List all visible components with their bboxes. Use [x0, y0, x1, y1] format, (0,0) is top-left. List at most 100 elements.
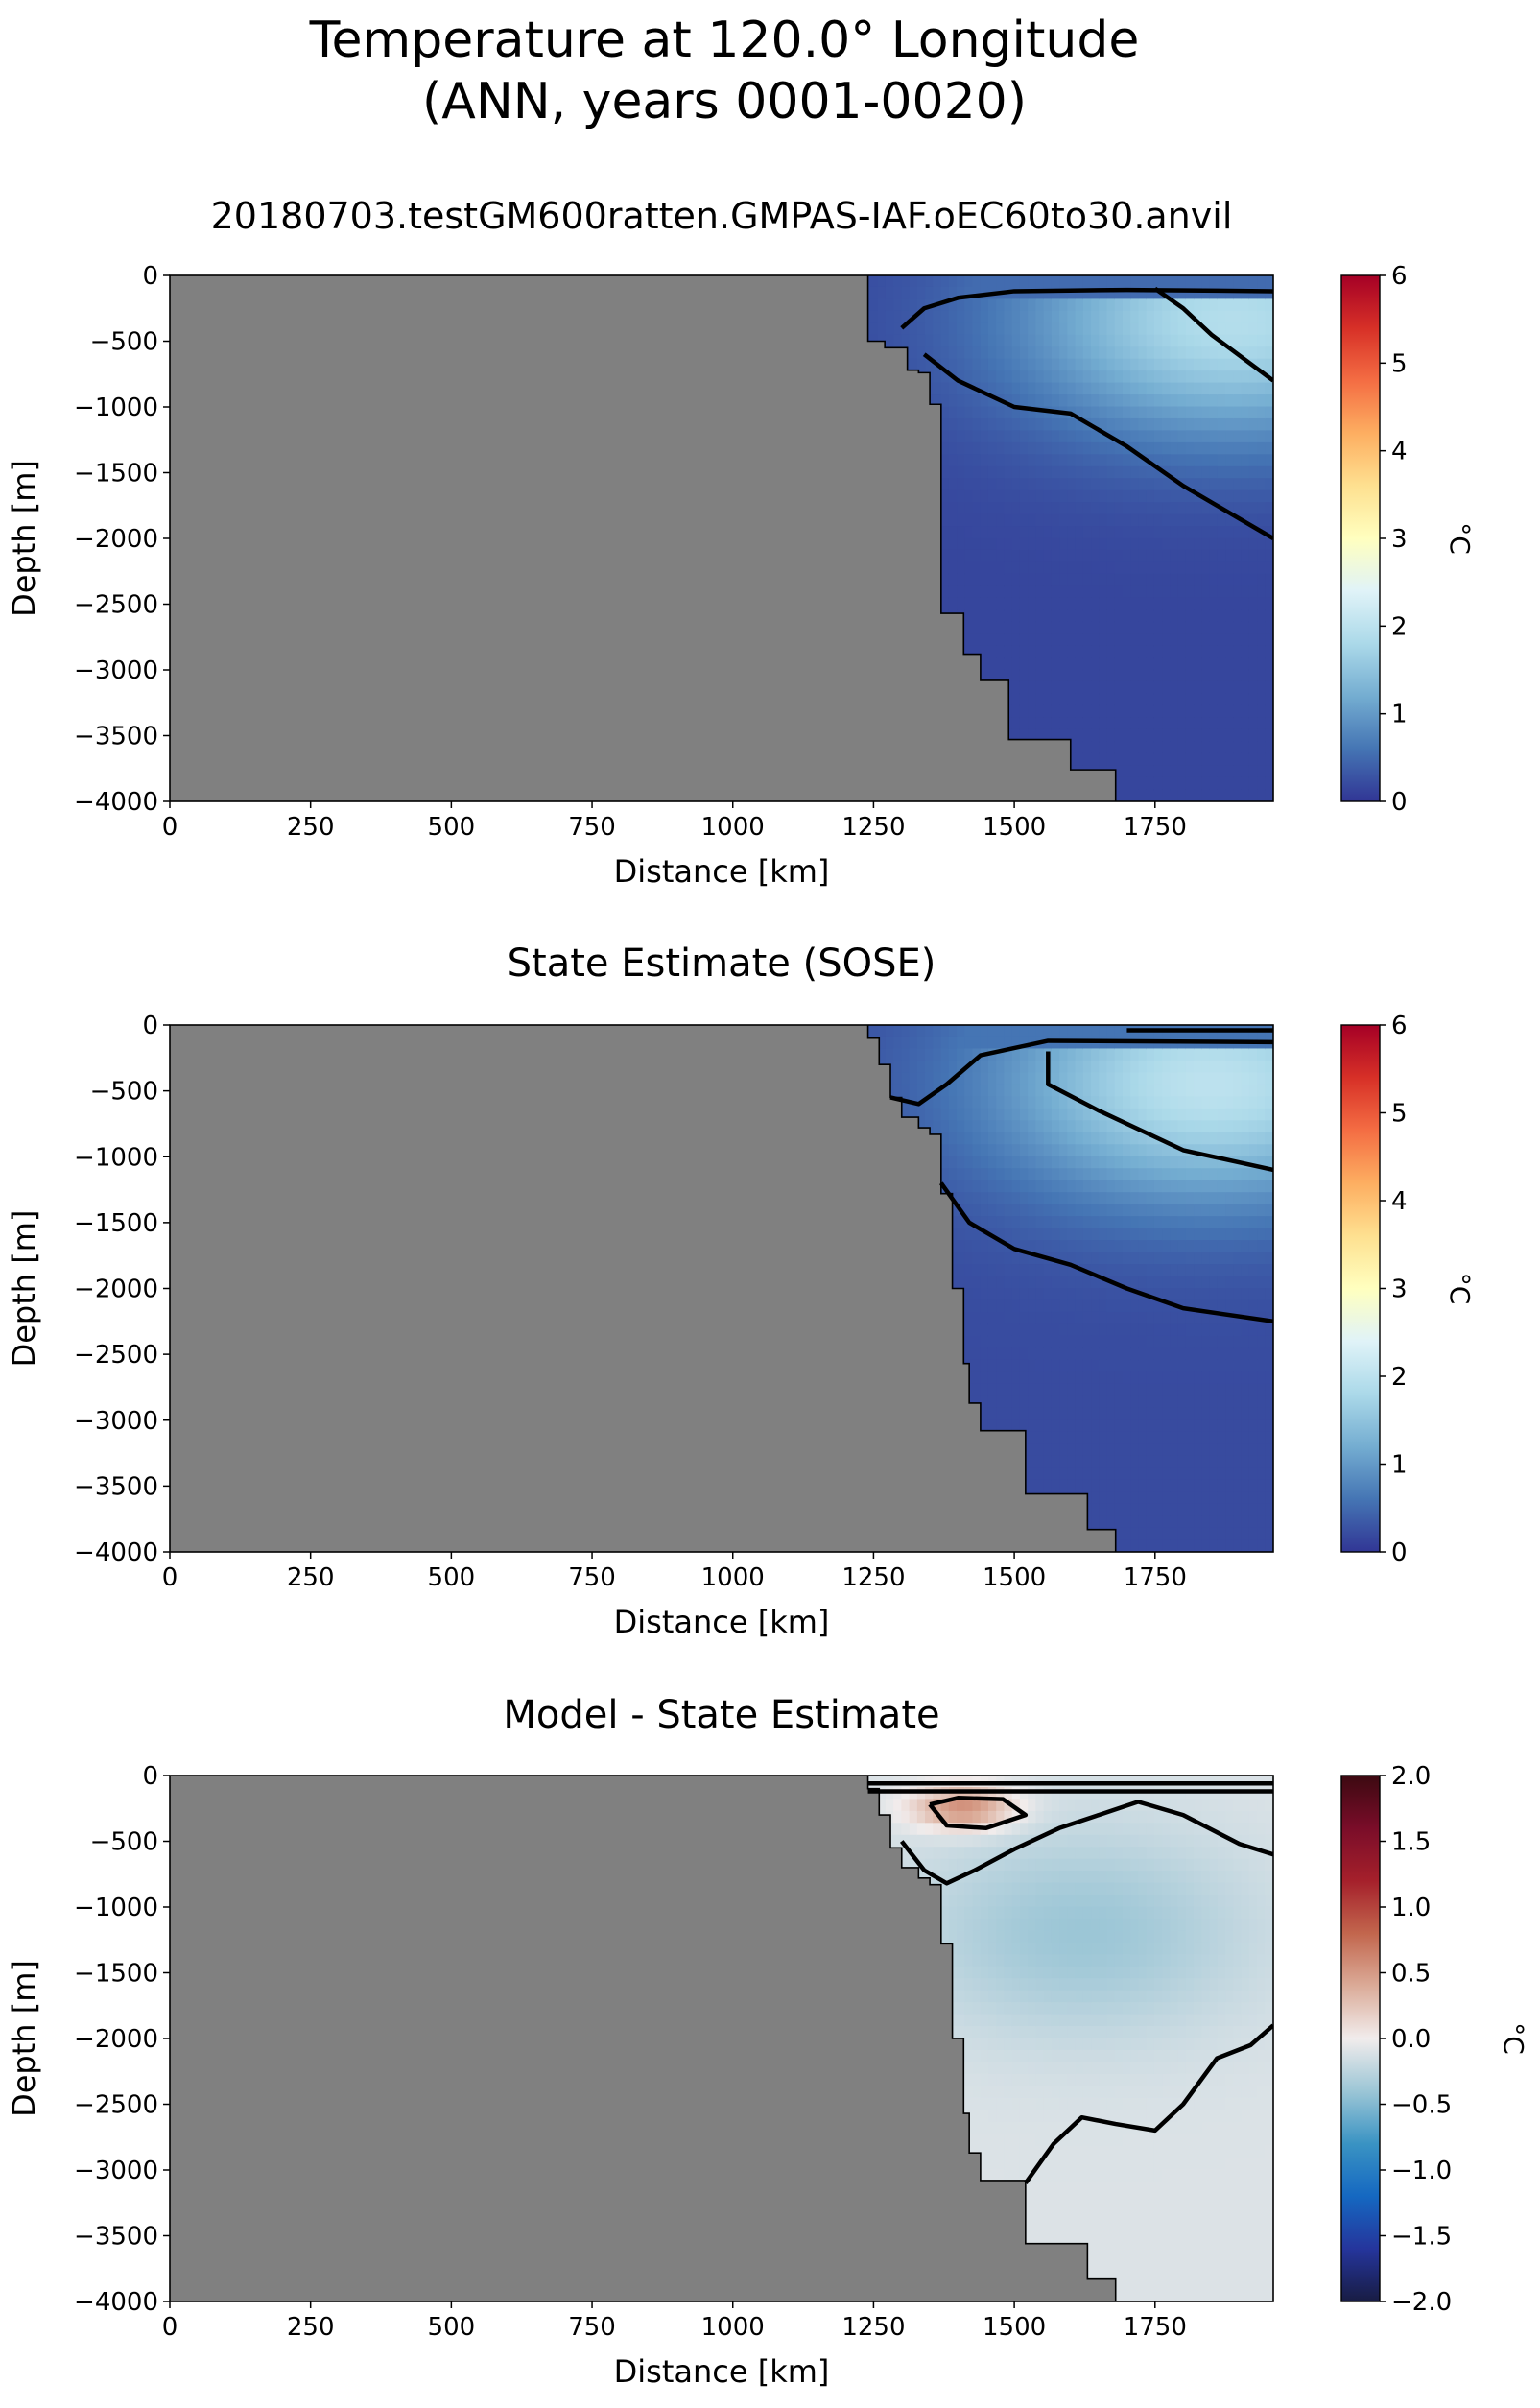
colorbar-tick-label: 5 — [1391, 1100, 1408, 1129]
y-tick-label: −2000 — [74, 525, 158, 554]
x-tick-label: 0 — [162, 2313, 178, 2342]
colorbar-tick-label: 1 — [1391, 701, 1408, 729]
y-tick-label: −500 — [90, 1078, 158, 1107]
y-tick-label: −1500 — [74, 1209, 158, 1238]
y-tick-label: −3000 — [74, 1407, 158, 1436]
colorbar: 0 1 2 3 4 5 6 °C — [1340, 262, 1476, 817]
contour-line-1 — [889, 1038, 1273, 1107]
plot-area — [170, 275, 1273, 801]
x-tick-label: 750 — [568, 813, 616, 842]
panel-title: 20180703.testGM600ratten.GMPAS-IAF.oEC60… — [211, 195, 1233, 237]
colorbar-tick-label: 6 — [1391, 1012, 1408, 1040]
colorbar-gradient — [1340, 1024, 1381, 1553]
colorbar-tick-label: 0 — [1391, 788, 1408, 817]
colorbar-tick-label: 1.5 — [1391, 1828, 1431, 1857]
figure-title-line2: (ANN, years 0001-0020) — [421, 73, 1028, 131]
colorbar-gradient — [1340, 274, 1381, 802]
colorbar-tick-label: 2 — [1391, 612, 1408, 641]
figure-title-line1: Temperature at 120.0° Longitude — [309, 12, 1140, 69]
colorbar-tick-label: 4 — [1391, 1187, 1408, 1216]
x-tick-label: 500 — [428, 2313, 476, 2342]
x-tick-label: 1250 — [841, 2313, 905, 2342]
colorbar-tick-label: −2.0 — [1391, 2288, 1452, 2317]
colorbar-label: °C — [1444, 522, 1476, 555]
contour-line-4 — [899, 1800, 1273, 1886]
x-tick-label: 1750 — [1124, 1563, 1187, 1592]
y-axis-label: Depth [m] — [6, 1960, 42, 2117]
x-tick-label: 1500 — [983, 813, 1046, 842]
y-tick-label: −500 — [90, 328, 158, 357]
x-tick-label: 500 — [428, 813, 476, 842]
colorbar-label: °C — [1498, 2022, 1529, 2055]
x-tick-label: 1750 — [1124, 2313, 1187, 2342]
y-tick-label: −500 — [90, 1828, 158, 1857]
y-tick-label: 0 — [142, 1012, 158, 1040]
contour-line-3 — [928, 1796, 1029, 1831]
x-tick-label: 1250 — [841, 813, 905, 842]
temperature-field — [862, 1025, 1273, 1552]
x-tick-label: 500 — [428, 1563, 476, 1592]
plot-area — [170, 1776, 1273, 2301]
x-tick-label: 1500 — [983, 1563, 1046, 1592]
contour-line-3 — [938, 1181, 1273, 1324]
seafloor-mask — [170, 275, 1116, 801]
colorbar-tick-label: 4 — [1391, 438, 1408, 466]
contour-line-3 — [1153, 286, 1273, 383]
y-tick-label: −4000 — [74, 2288, 158, 2317]
y-axis-label: Depth [m] — [6, 1210, 42, 1368]
seafloor-mask — [170, 1776, 1116, 2301]
y-axis-label: Depth [m] — [6, 460, 42, 617]
x-tick-label: 1000 — [701, 1563, 765, 1592]
seafloor-outline — [866, 275, 1117, 801]
y-tick-label: −2000 — [74, 2025, 158, 2054]
y-tick-label: −1000 — [74, 1894, 158, 1922]
x-tick-label: 0 — [162, 1563, 178, 1592]
panel-2: State Estimate (SOSE)0 250 500 750 1000 1250 1… — [6, 942, 1476, 1640]
colorbar-tick-label: 5 — [1391, 349, 1408, 378]
colorbar-tick-label: 1.0 — [1391, 1894, 1431, 1922]
colorbar-tick-label: 0.5 — [1391, 1960, 1431, 1989]
colorbar-tick-label: −1.5 — [1391, 2223, 1452, 2252]
y-tick-label: 0 — [142, 1762, 158, 1791]
x-tick-label: 250 — [287, 1563, 335, 1592]
panel-1: 20180703.testGM600ratten.GMPAS-IAF.oEC60… — [6, 195, 1476, 890]
y-tick-label: −1500 — [74, 460, 158, 489]
figure-title: Temperature at 120.0° Longitude (ANN, ye… — [0, 10, 1449, 132]
contour-line-2 — [1046, 1051, 1273, 1173]
x-tick-label: 1000 — [701, 2313, 765, 2342]
colorbar-tick-label: −1.0 — [1391, 2157, 1452, 2185]
y-tick-label: −4000 — [74, 1538, 158, 1567]
y-tick-label: −3500 — [74, 1472, 158, 1501]
panel-title: State Estimate (SOSE) — [508, 942, 936, 986]
panel-title: Model - State Estimate — [503, 1693, 939, 1737]
y-tick-label: −3500 — [74, 2223, 158, 2252]
x-tick-label: 1250 — [841, 1563, 905, 1592]
x-tick-label: 1000 — [701, 813, 765, 842]
colorbar-tick-label: 1 — [1391, 1451, 1408, 1480]
y-tick-label: −3500 — [74, 723, 158, 751]
x-tick-label: 750 — [568, 1563, 616, 1592]
colorbar-tick-label: 0 — [1391, 1538, 1408, 1567]
y-tick-label: −3000 — [74, 656, 158, 685]
x-tick-label: 250 — [287, 2313, 335, 2342]
x-tick-label: 250 — [287, 813, 335, 842]
contour-line-2 — [922, 352, 1273, 540]
x-tick-label: 750 — [568, 2313, 616, 2342]
panel-3: Model - State Estimate 0 250 500 750 1000 1250… — [6, 1693, 1529, 2390]
y-tick-label: 0 — [142, 262, 158, 291]
y-tick-label: −2500 — [74, 2091, 158, 2120]
x-tick-label: 1750 — [1124, 813, 1187, 842]
contour-line-5 — [1024, 2023, 1273, 2185]
seafloor-mask — [170, 1025, 1116, 1552]
colorbar-tick-label: 3 — [1391, 525, 1408, 554]
y-tick-label: −4000 — [74, 788, 158, 817]
colorbar-label: °C — [1444, 1273, 1476, 1305]
y-tick-label: −2500 — [74, 591, 158, 620]
plot-area — [170, 1025, 1273, 1552]
colorbar-tick-label: 6 — [1391, 262, 1408, 291]
y-tick-label: −1000 — [74, 393, 158, 422]
colorbar: 0 1 2 3 4 5 6 °C — [1340, 1012, 1476, 1567]
x-axis-label: Distance [km] — [614, 1604, 830, 1640]
y-tick-label: −2500 — [74, 1341, 158, 1370]
x-tick-label: 1500 — [983, 2313, 1046, 2342]
